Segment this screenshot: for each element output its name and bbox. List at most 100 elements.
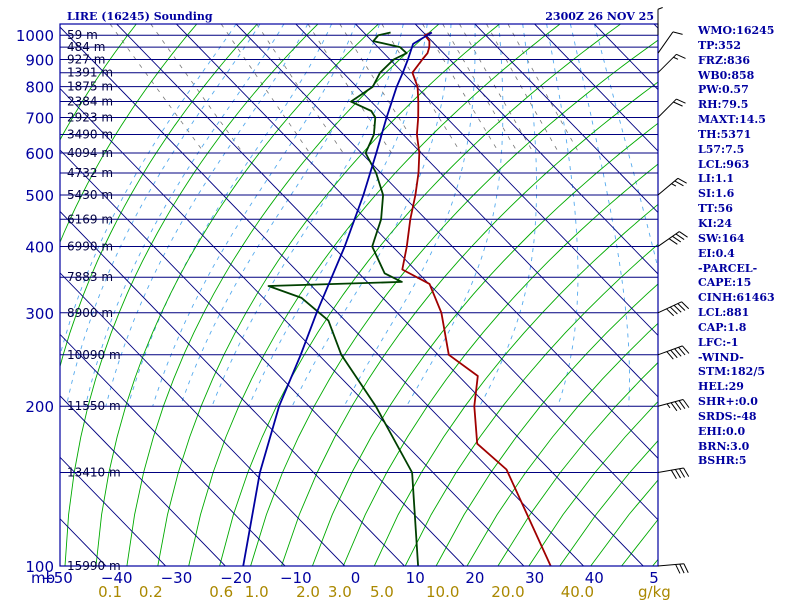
pressure-tick-label: 700 — [25, 109, 54, 127]
height-label: 1875 m — [67, 80, 113, 94]
index-item: CAPE:15 — [698, 276, 752, 290]
wind-barb-staff — [657, 177, 679, 196]
index-item: SRDS:-48 — [698, 409, 757, 423]
moist-adiabat — [105, 24, 309, 407]
index-item: CAP:1.8 — [698, 320, 747, 334]
wind-barb — [657, 345, 690, 360]
height-label: 13410 m — [67, 466, 121, 480]
index-item: BSHR:5 — [698, 454, 747, 468]
wind-barb-flag — [674, 469, 681, 479]
height-label: 927 m — [67, 53, 105, 67]
wind-barb-flag — [679, 563, 685, 574]
wind-barb-flag — [681, 301, 690, 310]
moist-adiabat — [84, 24, 285, 407]
index-item: EHI:0.0 — [698, 424, 746, 438]
height-label: 11550 m — [67, 399, 121, 413]
wind-barb-flag — [676, 53, 686, 59]
height-label: 7883 m — [67, 270, 113, 284]
moist-adiabat — [65, 24, 261, 407]
wind-barb-flag — [666, 308, 674, 317]
wind-barb — [657, 467, 690, 480]
isotherm-line — [60, 26, 584, 566]
isotherm-line — [60, 210, 405, 566]
wind-barb-flag — [682, 399, 690, 408]
dry-adiabat — [126, 24, 440, 566]
dry-adiabat — [373, 203, 658, 566]
temperature-tick-label: −10 — [280, 569, 312, 587]
index-item: SHR+:0.0 — [698, 395, 758, 409]
isotherm-line — [60, 395, 226, 566]
mixing-ratio-line — [507, 24, 580, 154]
moist-adiabat — [546, 24, 579, 407]
wind-barb-flag — [672, 235, 682, 243]
wind-barb — [657, 31, 683, 54]
wind-barb-flag — [679, 468, 686, 478]
moist-adiabat — [152, 24, 356, 407]
wind-barb-staff — [657, 98, 677, 118]
height-label: 5430 m — [67, 188, 113, 202]
moist-adiabat — [179, 24, 380, 407]
dry-adiabat — [435, 283, 658, 566]
isotherm-line — [60, 149, 465, 566]
moist-adiabat — [127, 24, 333, 407]
moist-adiabat — [406, 24, 504, 407]
pressure-tick-label: 600 — [25, 145, 54, 163]
pressure-tick-label: 1000 — [16, 27, 54, 45]
wind-barb-flag — [673, 56, 679, 60]
index-item: -PARCEL- — [698, 261, 758, 275]
wind-barb-flag — [668, 238, 678, 245]
isotherm-line — [60, 456, 166, 566]
index-item: MAXT:14.5 — [698, 113, 766, 127]
moist-adiabat — [569, 24, 630, 407]
mixing-ratio-tick-label: 0.1 — [98, 583, 122, 600]
series-temperature-line — [401, 31, 552, 566]
index-item: WMO:16245 — [698, 24, 775, 37]
index-item: WB0:858 — [698, 68, 755, 82]
isotherm-line — [116, 24, 644, 566]
wind-barb-flag — [672, 31, 683, 35]
height-label: 59 m — [67, 28, 98, 42]
index-item: BRN:3.0 — [698, 439, 750, 453]
isotherm-line — [60, 333, 286, 566]
height-label: 6990 m — [67, 239, 113, 253]
wind-barb-flag — [673, 101, 683, 107]
wind-barb-staff — [657, 231, 680, 247]
pressure-tick-label: 300 — [25, 305, 54, 323]
height-label: 4732 m — [67, 166, 113, 180]
pressure-tick-label: 500 — [25, 187, 54, 205]
mixing-ratio-line — [307, 24, 392, 154]
wind-barb-flag — [671, 183, 677, 187]
height-label: 484 m — [67, 40, 105, 54]
index-item: STM:182/5 — [698, 365, 765, 379]
index-item: TT:56 — [698, 202, 733, 216]
mixing-ratio-tick-label: 0.2 — [139, 583, 163, 600]
height-label: 4094 m — [67, 146, 113, 160]
pressure-tick-label: 400 — [25, 238, 54, 256]
wind-barb-flag — [670, 469, 677, 480]
dry-adiabat — [60, 24, 137, 141]
index-item: LFC:-1 — [698, 335, 739, 349]
dry-adiabat — [60, 24, 198, 244]
mixing-ratio-line — [381, 24, 462, 154]
index-item: FRZ:836 — [698, 53, 751, 67]
wind-barb-flag — [683, 467, 690, 477]
chart-title: LIRE (16245) Sounding — [67, 10, 213, 23]
temperature-tick-label: 0 — [351, 569, 361, 587]
dry-adiabat — [188, 24, 561, 566]
pressure-tick-label: 100 — [25, 558, 54, 576]
isotherm-line — [474, 24, 658, 214]
index-item: L57:7.5 — [698, 142, 745, 156]
wind-barb-staff — [657, 399, 684, 407]
dry-adiabat — [60, 24, 258, 369]
wind-barb — [657, 301, 690, 317]
wind-barb-staff — [657, 301, 682, 314]
mixing-ratio-line — [109, 24, 205, 154]
height-label: 1391 m — [67, 66, 113, 80]
temperature-tick-label: 40 — [585, 569, 604, 587]
pressure-tick-label: 900 — [25, 52, 54, 70]
wind-barb-staff — [657, 467, 684, 474]
mixing-ratio-line — [220, 24, 311, 154]
mixing-ratio-tick-label: 2.0 — [296, 583, 320, 600]
series-parcel-line — [242, 31, 433, 566]
